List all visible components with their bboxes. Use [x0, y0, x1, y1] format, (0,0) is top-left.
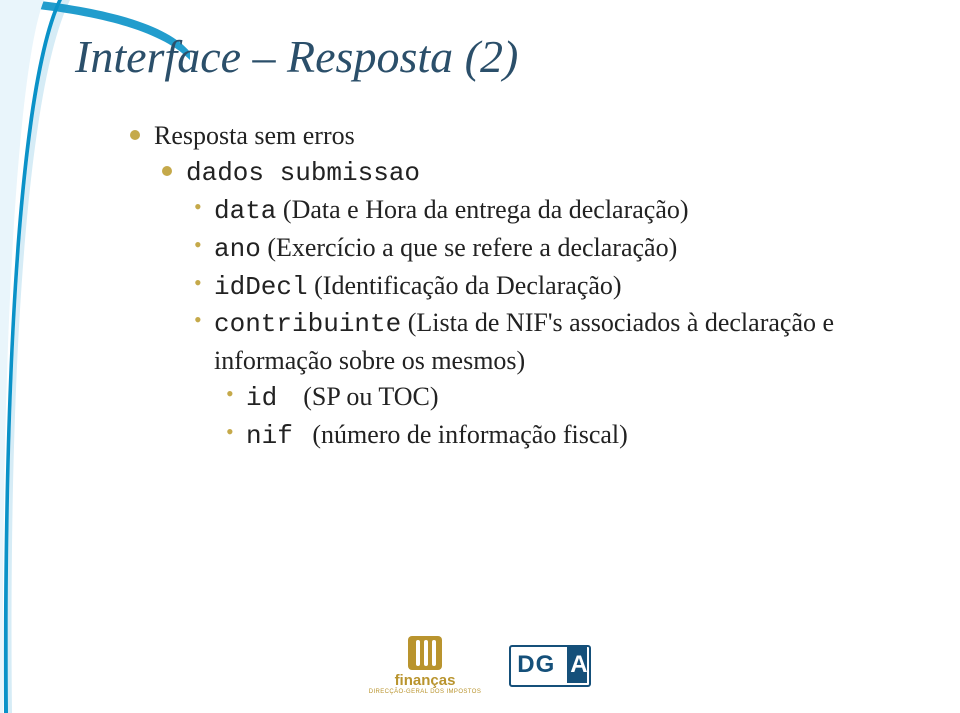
bullet-level-1: Resposta sem erros: [130, 118, 910, 154]
bullet-level-4: nif (número de informação fiscal): [226, 417, 910, 455]
bullet-code: idDecl: [214, 272, 308, 302]
bullet-code: ano: [214, 234, 261, 264]
bullet-list: Resposta sem erros dados submissao data …: [130, 118, 910, 455]
slide: Interface – Resposta (2) Resposta sem er…: [0, 0, 960, 713]
bullet-level-4: id (SP ou TOC): [226, 379, 910, 417]
bullet-text: Resposta sem erros: [154, 121, 355, 150]
logo-dga: DG A: [509, 645, 591, 687]
dga-left: DG: [517, 651, 555, 679]
bullet-code: nif: [246, 421, 293, 451]
bullet-text: (SP ou TOC): [277, 382, 438, 411]
footer-logos: finanças DIRECÇÃO-GERAL DOS IMPOSTOS DG …: [0, 636, 960, 695]
financas-sub: DIRECÇÃO-GERAL DOS IMPOSTOS: [369, 689, 481, 695]
bullet-text: (Data e Hora da entrega da declaração): [276, 195, 688, 224]
bullet-text: (Identificação da Declaração): [308, 271, 622, 300]
bullet-text: (número de informação fiscal): [293, 420, 628, 449]
financas-label: finanças: [395, 672, 456, 689]
dga-right: A: [570, 651, 587, 679]
bullet-level-3: idDecl (Identificação da Declaração): [194, 268, 910, 306]
bullet-code: contribuinte: [214, 309, 401, 339]
bullet-level-3: ano (Exercício a que se refere a declara…: [194, 230, 910, 268]
slide-title: Interface – Resposta (2): [75, 30, 518, 83]
bullet-code: dados submissao: [186, 158, 420, 188]
bullet-code: data: [214, 196, 276, 226]
financas-icon: [408, 636, 442, 670]
bullet-level-2: dados submissao: [162, 154, 910, 192]
bullet-level-3: contribuinte (Lista de NIF's associados …: [194, 305, 910, 379]
bullet-code: id: [246, 383, 277, 413]
bullet-level-3: data (Data e Hora da entrega da declaraç…: [194, 192, 910, 230]
bullet-text: (Exercício a que se refere a declaração): [261, 233, 677, 262]
logo-financas: finanças DIRECÇÃO-GERAL DOS IMPOSTOS: [369, 636, 481, 695]
